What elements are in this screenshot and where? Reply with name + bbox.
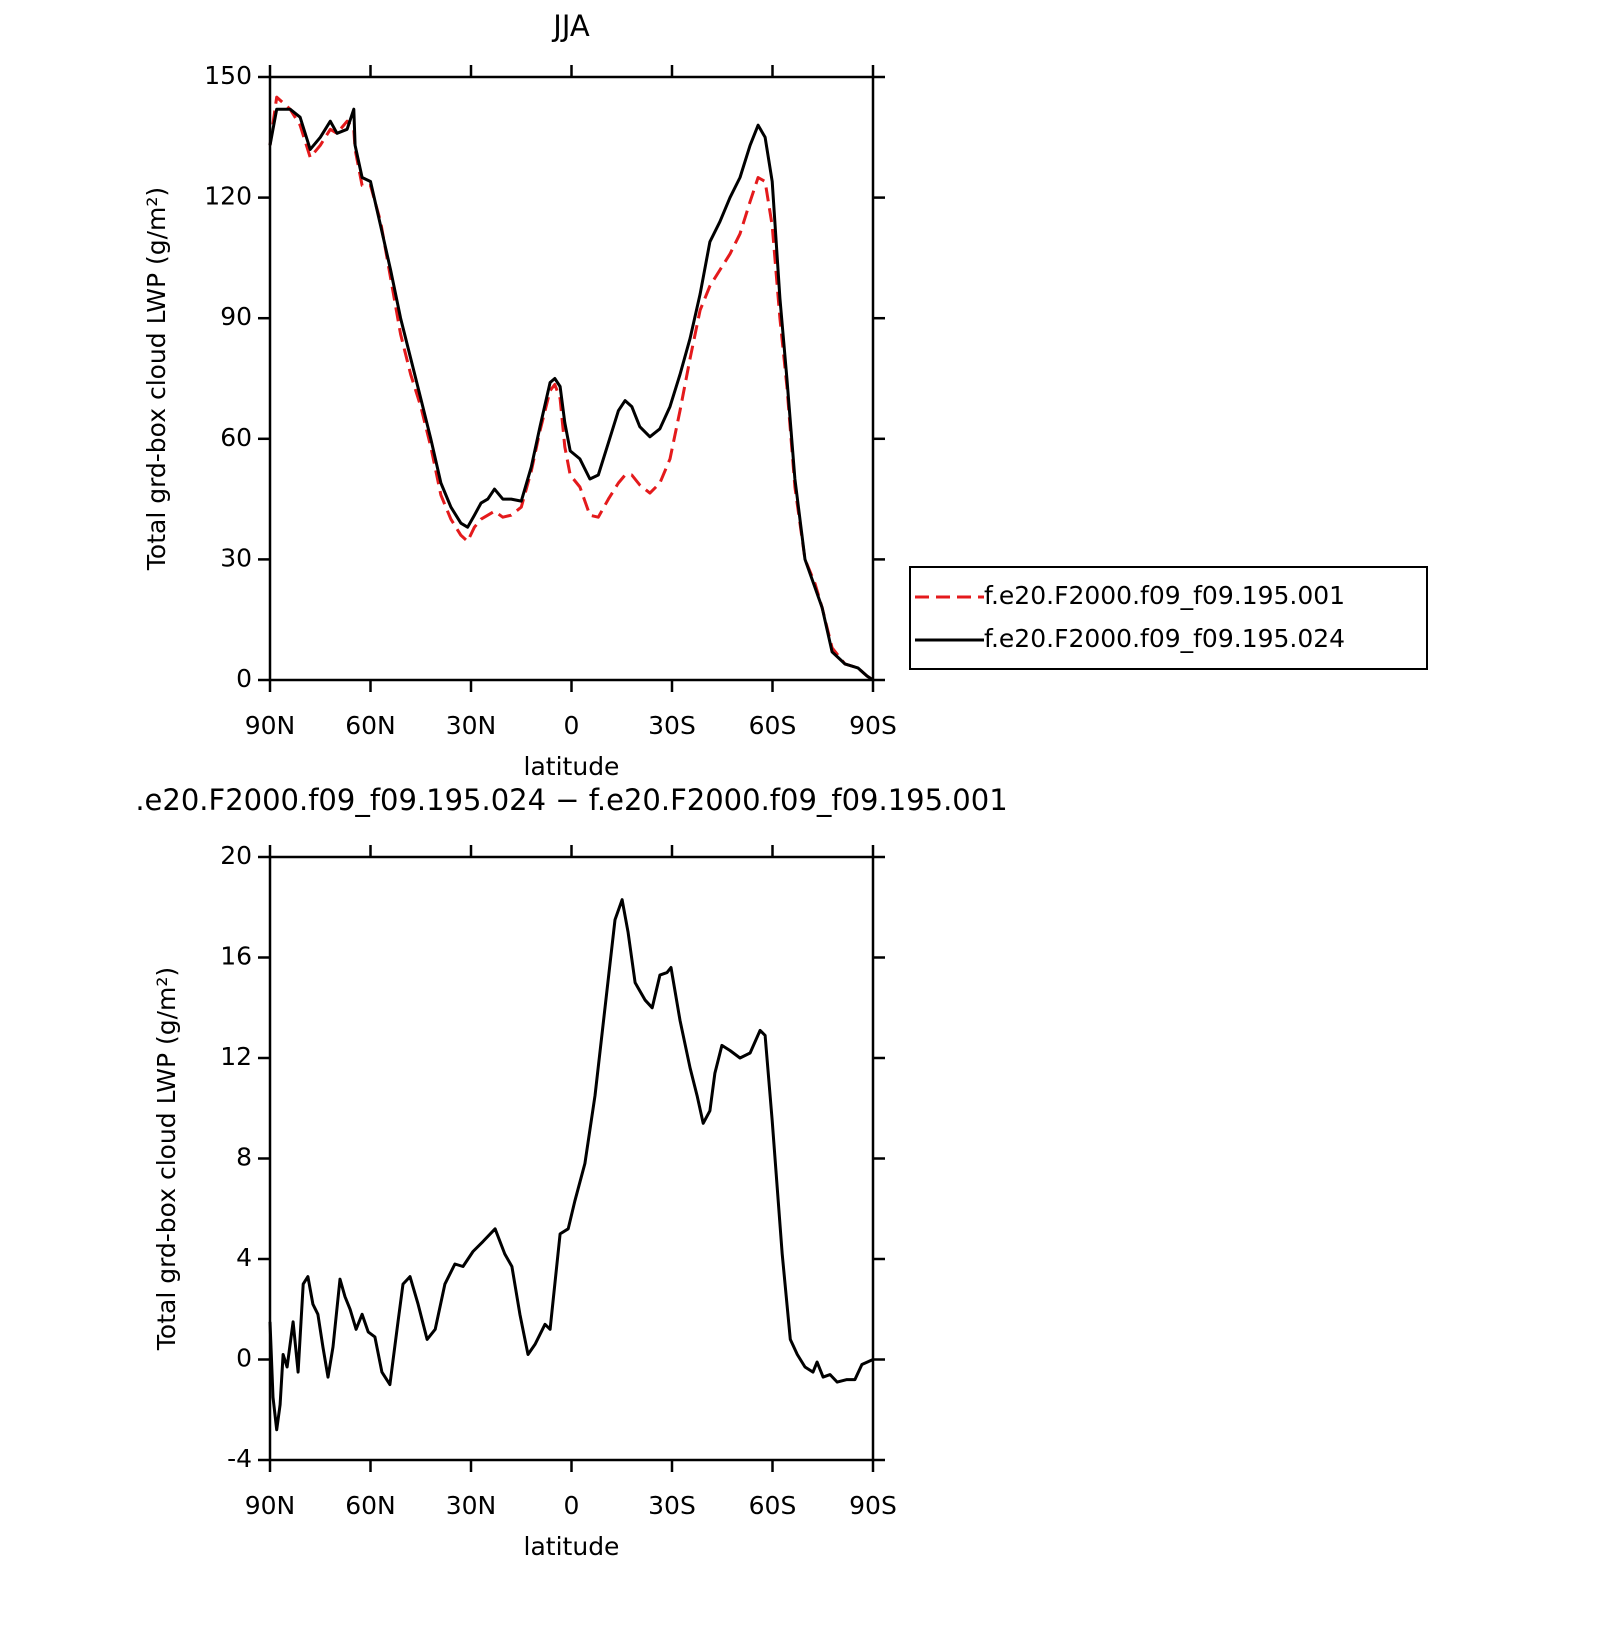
- y-tick-label: -4: [227, 1444, 252, 1473]
- y-tick-label: 0: [236, 664, 252, 693]
- x-tick-label: 30N: [446, 1491, 497, 1520]
- x-axis-label: latitude: [524, 1532, 620, 1561]
- plot-frame: [268, 855, 875, 1462]
- x-tick-label: 30S: [648, 1491, 696, 1520]
- legend-box: [909, 566, 1428, 670]
- data-line: [268, 95, 874, 682]
- y-tick-label: 0: [236, 1344, 252, 1373]
- data-line: [268, 898, 874, 1432]
- x-tick-label: 60N: [345, 1491, 396, 1520]
- y-tick-label: 90: [220, 302, 252, 331]
- y-tick-label: 8: [236, 1143, 252, 1172]
- x-tick-label: 60N: [345, 711, 396, 740]
- y-tick-label: 120: [204, 182, 252, 211]
- x-axis-label: latitude: [524, 752, 620, 781]
- x-tick-label: 90S: [849, 711, 897, 740]
- y-tick-label: 16: [220, 942, 252, 971]
- x-tick-label: 90N: [245, 711, 296, 740]
- legend-label: f.e20.F2000.f09_f09.195.024: [984, 624, 1345, 653]
- x-tick-label: 0: [564, 711, 580, 740]
- data-line: [268, 107, 874, 682]
- x-tick-label: 60S: [749, 711, 797, 740]
- y-axis-label: Total grd-box cloud LWP (g/m²): [142, 187, 171, 571]
- y-tick-label: 60: [220, 423, 252, 452]
- legend-label: f.e20.F2000.f09_f09.195.001: [984, 581, 1345, 610]
- x-tick-label: 90N: [245, 1491, 296, 1520]
- chart-title: JJA: [551, 9, 590, 43]
- y-tick-label: 150: [204, 61, 252, 90]
- x-tick-label: 90S: [849, 1491, 897, 1520]
- y-tick-label: 12: [220, 1042, 252, 1071]
- y-tick-label: 30: [220, 543, 252, 572]
- x-tick-label: 60S: [749, 1491, 797, 1520]
- chart-title: .e20.F2000.f09_f09.195.024 − f.e20.F2000…: [135, 783, 1007, 817]
- x-tick-label: 30S: [648, 711, 696, 740]
- y-tick-label: 4: [236, 1243, 252, 1272]
- x-tick-label: 0: [564, 1491, 580, 1520]
- y-tick-label: 20: [220, 841, 252, 870]
- x-tick-label: 30N: [446, 711, 497, 740]
- y-axis-label: Total grd-box cloud LWP (g/m²): [152, 967, 181, 1351]
